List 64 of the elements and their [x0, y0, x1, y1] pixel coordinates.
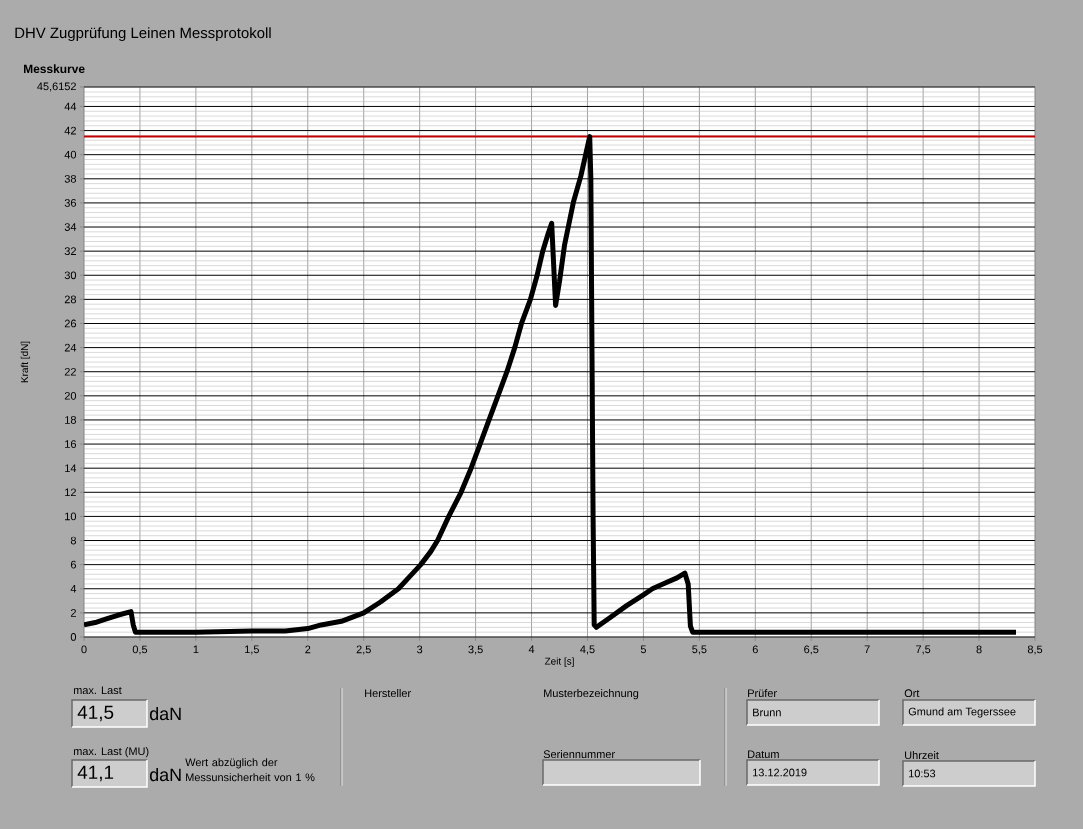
text: Datum — [748, 750, 779, 759]
y-tick-label: 22 — [64, 367, 76, 376]
y-tick-label: 0 — [70, 633, 77, 641]
text: Ort — [904, 689, 920, 698]
x-tick-label: 0,5 — [132, 645, 148, 655]
y-tick-label: 12 — [65, 488, 76, 497]
text: Prüfer — [748, 689, 777, 698]
y-tick-label: 34 — [64, 223, 77, 231]
y-axis-title: Kraft [dN] — [20, 341, 31, 383]
x-axis-title: Zeit [s] — [544, 657, 574, 667]
text: 13.12.2019 — [753, 768, 807, 777]
y-tick-label: 28 — [64, 295, 76, 304]
x-tick-label: 0 — [81, 645, 87, 654]
text: Seriennummer — [543, 750, 615, 759]
text: daN — [149, 767, 181, 782]
y-tick-label: 6 — [70, 560, 76, 569]
text: daN — [149, 706, 181, 721]
y-tick-label: 18 — [65, 416, 76, 424]
y-tick-label: 14 — [65, 464, 77, 472]
y-tick-label: 38 — [64, 174, 76, 183]
y-tick-label: 36 — [64, 199, 76, 207]
x-tick-label: 6 — [752, 645, 758, 654]
text: Musterbezeichnung — [544, 689, 639, 700]
x-tick-label: 1,5 — [245, 645, 259, 655]
x-tick-label: 2 — [305, 645, 311, 654]
y-tick-label: 26 — [64, 319, 76, 328]
x-tick-label: 1 — [193, 645, 199, 654]
x-tick-label: 8,5 — [1027, 645, 1043, 655]
x-tick-label: 5,5 — [692, 645, 707, 655]
x-tick-label: 6,5 — [804, 645, 819, 655]
text: Brunn — [753, 708, 781, 717]
y-tick-label: 4 — [70, 584, 77, 593]
y-tick-label: 45,6152 — [37, 82, 76, 92]
y-tick-label: 8 — [70, 536, 76, 545]
y-tick-label: 16 — [65, 440, 76, 448]
x-tick-label: 4,5 — [580, 645, 595, 655]
y-tick-label: 2 — [70, 609, 76, 617]
text: max. Last (MU) — [73, 747, 149, 758]
x-tick-label: 4 — [528, 645, 535, 654]
x-tick-label: 3,5 — [468, 645, 483, 655]
x-tick-label: 7 — [864, 645, 870, 654]
x-tick-label: 7,5 — [916, 645, 931, 655]
chart-title: DHV Zugprüfung Leinen Messprotokoll — [15, 27, 271, 42]
text: Uhrzeit — [905, 751, 939, 760]
x-tick-label: 3 — [417, 645, 423, 654]
y-tick-label: 44 — [64, 102, 77, 111]
text: max. Last — [73, 686, 122, 695]
text: Gmund am Tegerssee — [908, 707, 1016, 718]
y-tick-label: 20 — [64, 391, 77, 400]
chart-subtitle: Messkurve — [24, 64, 85, 74]
y-tick-label: 40 — [64, 150, 77, 159]
text: 41,1 — [77, 765, 114, 782]
y-tick-label: 10 — [65, 512, 77, 521]
x-tick-label: 8 — [976, 645, 982, 654]
text: Wert abzüglich der Messunsicherheit von 1 % — [185, 758, 315, 782]
x-tick-label: 2,5 — [356, 645, 371, 655]
y-tick-label: 30 — [64, 271, 77, 280]
x-tick-label: 5 — [640, 645, 646, 654]
text: 41,5 — [77, 705, 114, 722]
text: 10:53 — [909, 769, 936, 778]
text: Hersteller — [365, 689, 411, 698]
y-tick-label: 24 — [64, 343, 77, 352]
y-tick-label: 32 — [64, 247, 76, 256]
y-tick-label: 42 — [64, 126, 76, 135]
